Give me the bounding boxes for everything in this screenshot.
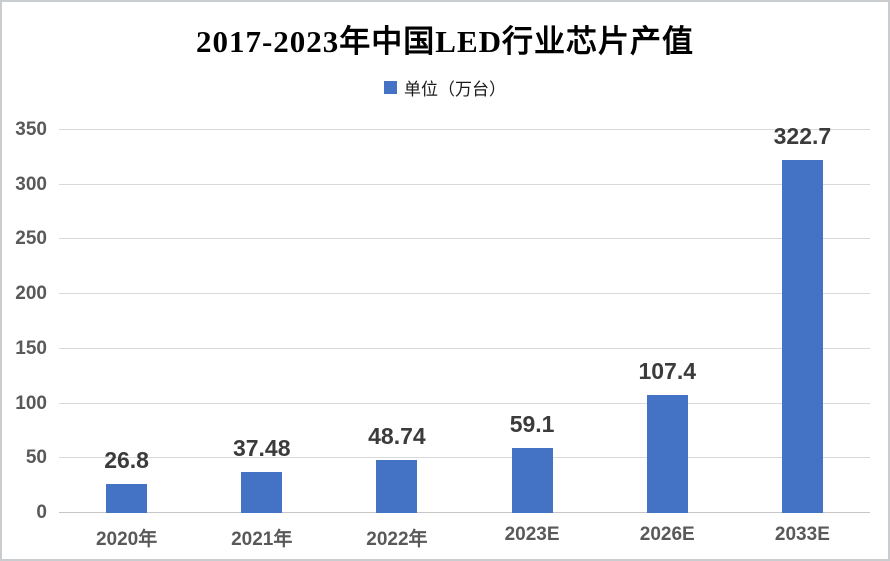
bar-value-label: 107.4 xyxy=(638,358,697,385)
y-axis-tick-label: 200 xyxy=(15,283,47,305)
plot-area: 0 50 100 150 200 250 300 350 26.8 2020年 37.48 2021年… xyxy=(15,119,870,550)
chart-title: 2017-2023年中国LED行业芯片产值 xyxy=(195,24,695,59)
gridline xyxy=(59,183,870,185)
gridline xyxy=(59,402,870,404)
gridline xyxy=(59,457,870,459)
bar-2020年 xyxy=(106,483,148,513)
gridline xyxy=(59,347,870,349)
bar-value-label: 322.7 xyxy=(773,122,832,149)
legend: 单位（万台） xyxy=(2,75,888,100)
x-axis-category-label: 2022年 xyxy=(366,529,428,550)
x-axis-category-label: 2026E xyxy=(639,524,695,545)
x-axis-category-label: 2023E xyxy=(504,524,560,545)
gridline xyxy=(59,293,870,295)
y-axis-tick-label: 0 xyxy=(36,502,47,523)
bar-value-label: 37.48 xyxy=(232,435,291,461)
y-axis-tick-label: 300 xyxy=(15,173,47,195)
bar-2023E xyxy=(511,448,553,513)
x-axis-category-label: 2020年 xyxy=(95,529,158,550)
y-axis-tick-label: 150 xyxy=(15,337,47,359)
bar-2021年 xyxy=(241,472,283,513)
bar-value-label: 59.1 xyxy=(509,411,555,438)
y-axis-tick-label: 350 xyxy=(15,119,47,140)
bar-2033E xyxy=(781,159,823,513)
bar-2022年 xyxy=(376,459,418,513)
gridline xyxy=(59,512,870,513)
bar-value-label: 48.74 xyxy=(368,422,426,449)
legend-marker-icon xyxy=(384,81,397,94)
legend-label: 单位（万台） xyxy=(404,80,506,99)
y-axis-tick-label: 250 xyxy=(15,228,47,250)
gridline xyxy=(59,238,870,240)
y-axis-tick-label: 100 xyxy=(15,392,47,414)
x-axis-category-label: 2033E xyxy=(774,524,830,545)
x-axis-category-label: 2021年 xyxy=(231,529,293,550)
bar-2026E xyxy=(646,395,688,513)
gridline xyxy=(59,129,870,130)
bar-value-label: 26.8 xyxy=(104,446,149,473)
y-axis-tick-label: 50 xyxy=(25,447,47,469)
